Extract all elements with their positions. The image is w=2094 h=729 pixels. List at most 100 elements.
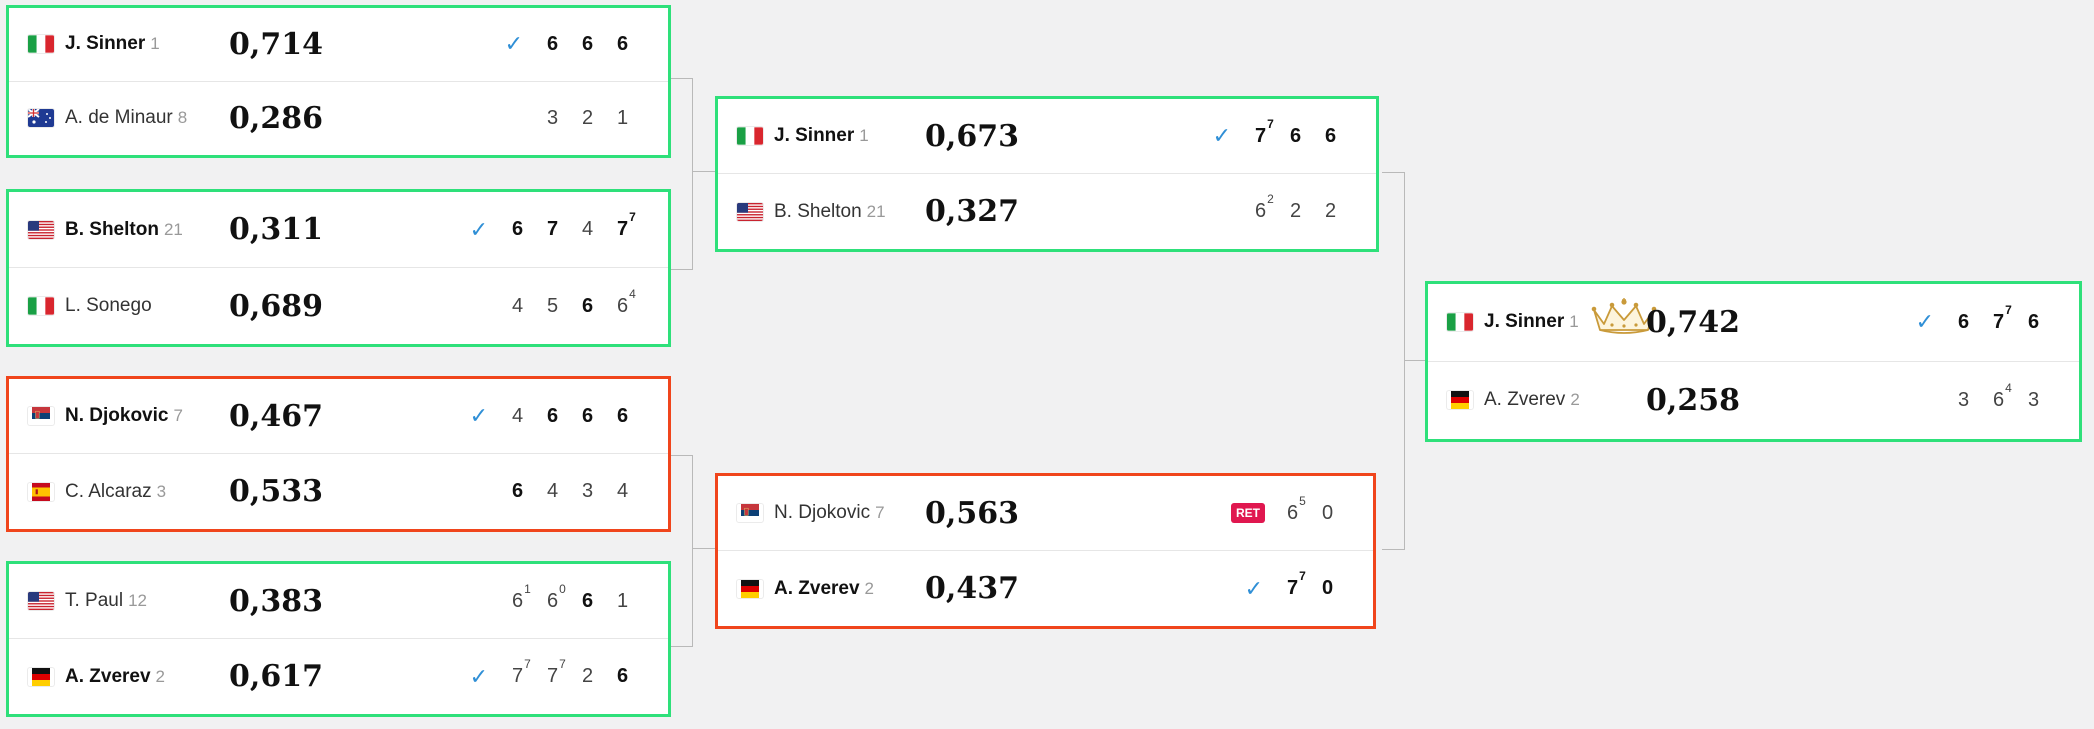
player-name[interactable]: B. Shelton 21 bbox=[774, 201, 886, 223]
set-games: 3 bbox=[1957, 388, 1970, 411]
player-name[interactable]: N. Djokovic 7 bbox=[65, 405, 183, 427]
set-games: 6 bbox=[616, 32, 629, 55]
serbia-flag-icon bbox=[737, 504, 763, 522]
bracket-connector bbox=[1382, 172, 1405, 550]
win-probability: 0,689 bbox=[229, 288, 323, 324]
player-seed: 7 bbox=[875, 503, 885, 522]
set-games: 7 bbox=[511, 665, 524, 687]
set-score: 6 bbox=[570, 295, 605, 318]
player-row[interactable]: T. Paul 12 0,383 6 1 6 0 6 1 bbox=[9, 564, 668, 639]
match-card[interactable]: N. Djokovic 7 0,467 ✓ 4 6 6 6 C. Alcaraz 3 0,533 6 4… bbox=[6, 376, 671, 532]
player-name[interactable]: N. Djokovic 7 bbox=[774, 502, 885, 524]
set-games: 6 bbox=[1286, 501, 1299, 524]
set-games: 7 bbox=[1286, 577, 1299, 599]
player-row[interactable]: A. Zverev 2 0,437 ✓ 7 7 0 bbox=[718, 551, 1373, 626]
set-games: 6 bbox=[581, 404, 594, 427]
player-row[interactable]: A. de Minaur 8 0,286 3 2 1 bbox=[9, 82, 668, 156]
set-games: 6 bbox=[581, 32, 594, 55]
player-name[interactable]: J. Sinner 1 bbox=[774, 125, 869, 147]
player-name[interactable]: A. Zverev 2 bbox=[65, 666, 165, 688]
player-row[interactable]: A. Zverev 2 0,617 ✓ 7 7 7 7 2 6 bbox=[9, 639, 668, 714]
player-name[interactable]: T. Paul 12 bbox=[65, 590, 147, 612]
player-seed: 1 bbox=[859, 126, 869, 145]
match-card-final[interactable]: J. Sinner 1 0,742 ✓ 6 7 7 6 A. Zverev 2 0,258 3 6 4 3 bbox=[1425, 281, 2082, 442]
tiebreak-score: 4 bbox=[629, 286, 636, 301]
player-row[interactable]: J. Sinner 1 0,673 ✓ 7 7 6 6 bbox=[718, 99, 1376, 174]
match-card[interactable]: B. Shelton 21 0,311 ✓ 6 7 4 7 7 L. Sonego 0,689 4 5 6… bbox=[6, 189, 671, 347]
win-probability: 0,742 bbox=[1646, 304, 1740, 340]
player-name-text: J. Sinner bbox=[774, 125, 855, 146]
check-icon: ✓ bbox=[1244, 575, 1263, 601]
set-games: 2 bbox=[581, 665, 594, 687]
player-row[interactable]: N. Djokovic 7 0,563 RET 6 5 0 bbox=[718, 476, 1373, 551]
win-probability: 0,673 bbox=[925, 118, 1019, 154]
player-row[interactable]: A. Zverev 2 0,258 3 6 4 3 bbox=[1428, 362, 2079, 440]
set-games: 7 bbox=[616, 218, 629, 240]
player-name[interactable]: J. Sinner 1 bbox=[65, 33, 160, 55]
win-probability: 0,258 bbox=[1646, 382, 1740, 418]
player-name[interactable]: A. de Minaur 8 bbox=[65, 107, 187, 129]
set-games: 4 bbox=[511, 294, 524, 317]
player-row[interactable]: N. Djokovic 7 0,467 ✓ 4 6 6 6 bbox=[9, 379, 668, 454]
player-name[interactable]: A. Zverev 2 bbox=[1484, 389, 1580, 411]
player-row[interactable]: B. Shelton 21 0,311 ✓ 6 7 4 7 7 bbox=[9, 192, 668, 268]
win-probability: 0,311 bbox=[229, 212, 323, 247]
set-score: 2 bbox=[1313, 200, 1348, 223]
win-probability: 0,327 bbox=[925, 194, 1019, 229]
set-score: 6 bbox=[570, 405, 605, 428]
player-name[interactable]: J. Sinner 1 bbox=[1484, 311, 1579, 333]
check-icon: ✓ bbox=[469, 403, 488, 428]
check-icon: ✓ bbox=[1212, 123, 1231, 148]
match-card[interactable]: J. Sinner 1 0,673 ✓ 7 7 6 6 B. Shelton 21 0,327 6 2 2… bbox=[715, 96, 1379, 252]
player-name[interactable]: A. Zverev 2 bbox=[774, 578, 874, 600]
germany-flag-icon bbox=[737, 579, 763, 598]
player-row[interactable]: B. Shelton 21 0,327 6 2 2 2 bbox=[718, 174, 1376, 249]
set-scores: ✓ 7 7 0 bbox=[1244, 569, 1345, 602]
retired-badge: RET bbox=[1231, 503, 1265, 523]
tiebreak-score: 0 bbox=[559, 581, 566, 596]
win-probability: 0,714 bbox=[229, 26, 323, 62]
tiebreak-score: 7 bbox=[629, 210, 636, 224]
set-scores: ✓ 6 6 6 bbox=[505, 31, 640, 57]
win-probability: 0,467 bbox=[229, 398, 323, 434]
match-card[interactable]: T. Paul 12 0,383 6 1 6 0 6 1 A. Zverev 2 0,617 ✓ 7 7 7 7… bbox=[6, 561, 671, 717]
tiebreak-score: 7 bbox=[1299, 569, 1306, 583]
set-scores: ✓ 7 7 6 6 bbox=[1212, 117, 1348, 149]
set-games: 3 bbox=[581, 480, 594, 502]
match-card[interactable]: J. Sinner 1 0,714 ✓ 6 6 6 A. de Minaur 8 0,286 3 2 1 bbox=[6, 5, 671, 158]
set-games: 6 bbox=[546, 404, 559, 427]
set-score: 3 bbox=[570, 480, 605, 503]
win-probability: 0,437 bbox=[925, 571, 1019, 606]
set-games: 6 bbox=[511, 218, 524, 240]
set-score: 3 bbox=[2016, 389, 2051, 412]
player-seed: 21 bbox=[163, 219, 183, 239]
set-games: 7 bbox=[1254, 124, 1267, 147]
player-name[interactable]: L. Sonego bbox=[65, 295, 152, 317]
set-score: 6 bbox=[570, 33, 605, 56]
usa-flag-icon bbox=[737, 202, 763, 221]
player-name[interactable]: C. Alcaraz 3 bbox=[65, 481, 166, 503]
tiebreak-score: 7 bbox=[1267, 116, 1274, 131]
player-name[interactable]: B. Shelton 21 bbox=[65, 219, 183, 241]
set-games: 6 bbox=[616, 404, 629, 427]
win-probability: 0,617 bbox=[229, 659, 323, 694]
set-games: 6 bbox=[1957, 310, 1970, 333]
set-games: 3 bbox=[546, 106, 559, 129]
player-seed: 7 bbox=[173, 406, 183, 425]
set-games: 4 bbox=[581, 218, 594, 240]
match-card[interactable]: N. Djokovic 7 0,563 RET 6 5 0 A. Zverev 2 0,437 ✓ 7… bbox=[715, 473, 1376, 629]
player-name-text: N. Djokovic bbox=[774, 502, 871, 523]
player-row[interactable]: L. Sonego 0,689 4 5 6 6 4 bbox=[9, 268, 668, 344]
player-row[interactable]: C. Alcaraz 3 0,533 6 4 3 4 bbox=[9, 454, 668, 529]
player-seed: 2 bbox=[155, 666, 166, 686]
bracket-connector bbox=[692, 171, 716, 172]
bracket-connector bbox=[670, 78, 693, 270]
player-row[interactable]: J. Sinner 1 0,714 ✓ 6 6 6 bbox=[9, 8, 668, 82]
player-row[interactable]: J. Sinner 1 0,742 ✓ 6 7 7 6 bbox=[1428, 284, 2079, 362]
